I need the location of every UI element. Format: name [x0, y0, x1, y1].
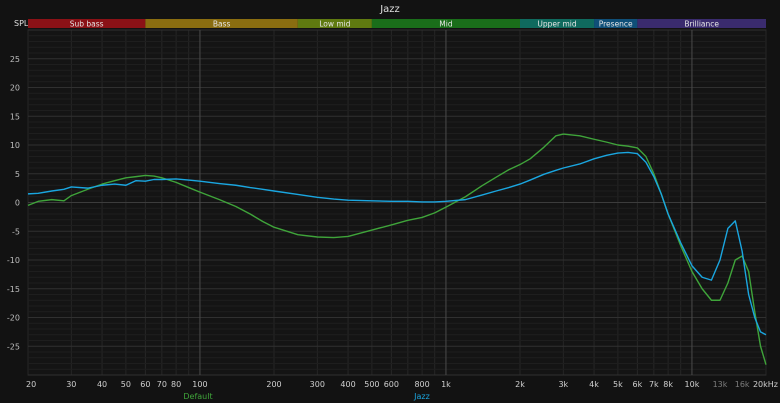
- x-tick-label: 6k: [633, 380, 643, 389]
- legend: Default Jazz: [183, 392, 429, 401]
- x-tick-label: 500: [364, 380, 379, 389]
- series-lines: [27, 133, 767, 365]
- y-axis-ticks: 25 20 15 10 5 0 -5 -10 -15 -20 -25: [7, 55, 20, 352]
- x-tick-label: 80: [171, 380, 181, 389]
- band-brilliance: [637, 19, 766, 28]
- band-label: Presence: [599, 20, 633, 29]
- x-tick-label: 1k: [441, 380, 451, 389]
- x-tick-label: 400: [340, 380, 355, 389]
- chart-title: Jazz: [379, 4, 400, 15]
- y-tick-label: -25: [7, 342, 20, 351]
- plot-area: [27, 29, 767, 376]
- frequency-band-bar: Sub bass Bass Low mid Mid Upper mid Presence B…: [28, 19, 766, 29]
- series-line-jazz: [27, 151, 767, 336]
- x-tick-label: 4k: [589, 380, 599, 389]
- y-tick-label: 25: [10, 55, 20, 64]
- x-tick-label: 300: [310, 380, 325, 389]
- y-tick-label: 5: [15, 170, 20, 179]
- x-tick-label: 20kHz: [753, 380, 778, 389]
- y-tick-label: 20: [10, 84, 20, 93]
- band-label: Upper mid: [537, 20, 576, 29]
- y-tick-label: -10: [7, 256, 20, 265]
- y-tick-label: 0: [15, 199, 20, 208]
- legend-entry-default: Default: [183, 392, 212, 401]
- series-line-default: [27, 133, 767, 365]
- y-tick-label: 15: [10, 112, 20, 121]
- band-label: Mid: [439, 20, 453, 29]
- x-tick-label: 3k: [558, 380, 568, 389]
- band-label: Bass: [213, 20, 231, 29]
- x-tick-label: 5k: [613, 380, 623, 389]
- band-label: Brilliance: [684, 20, 719, 29]
- major-gridlines: [28, 29, 766, 376]
- band-mid: [371, 19, 520, 28]
- band-label: Low mid: [319, 20, 351, 29]
- x-tick-label: 16k: [735, 380, 750, 389]
- y-tick-label: -5: [12, 227, 20, 236]
- band-bass: [145, 19, 298, 28]
- x-tick-label: 50: [121, 380, 131, 389]
- x-tick-label: 8k: [663, 380, 673, 389]
- x-tick-label: 100: [192, 380, 207, 389]
- x-tick-label: 13k: [713, 380, 728, 389]
- y-tick-label: 10: [10, 141, 20, 150]
- x-tick-label: 30: [66, 380, 76, 389]
- legend-entry-jazz: Jazz: [413, 392, 430, 401]
- x-tick-label: 200: [266, 380, 281, 389]
- x-tick-label: 7k: [649, 380, 659, 389]
- x-tick-label: 60: [140, 380, 150, 389]
- band-upper-mid: [520, 19, 595, 28]
- y-axis-label: SPL: [14, 19, 29, 28]
- x-tick-label: 40: [97, 380, 107, 389]
- band-low-mid: [297, 19, 372, 28]
- y-tick-label: -20: [7, 314, 20, 323]
- band-presence: [594, 19, 638, 28]
- x-tick-label: 600: [384, 380, 399, 389]
- x-tick-label: 10k: [685, 380, 700, 389]
- band-sub-bass: [28, 19, 146, 28]
- y-tick-label: -15: [7, 285, 20, 294]
- x-axis-ticks: 20 30 40 50 60 70 80 100 200 300 400 500 600 800 1k 2k 3…: [26, 380, 778, 389]
- x-tick-label: 70: [157, 380, 167, 389]
- x-tick-label: 2k: [515, 380, 525, 389]
- x-tick-label: 20: [26, 380, 36, 389]
- x-tick-label: 800: [414, 380, 429, 389]
- band-label: Sub bass: [70, 20, 104, 29]
